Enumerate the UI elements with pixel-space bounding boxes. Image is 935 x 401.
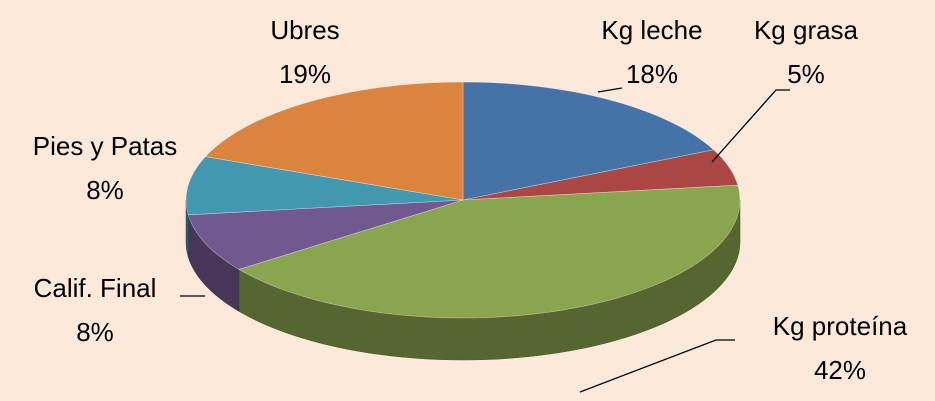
slice-percent: 8%	[86, 175, 124, 205]
slice-percent: 42%	[814, 355, 866, 385]
slice-percent: 5%	[787, 59, 825, 89]
slice	[185, 156, 464, 216]
slice-label: Kg grasa	[754, 15, 859, 45]
slice	[462, 149, 739, 201]
slice	[187, 199, 464, 270]
slice-label: Ubres	[270, 15, 339, 45]
slice-percent: 19%	[279, 59, 331, 89]
leader-line	[597, 87, 623, 93]
slice-label: Kg proteína	[773, 311, 908, 341]
slice-percent: 18%	[626, 59, 678, 89]
slice	[204, 81, 464, 201]
slice-percent: 8%	[76, 317, 114, 347]
slice-label: Kg leche	[601, 15, 702, 45]
slice	[462, 81, 715, 201]
leader-line	[711, 89, 790, 163]
leader-line	[579, 339, 735, 393]
slice	[238, 184, 741, 319]
slice-label: Calif. Final	[34, 273, 157, 303]
slice-label: Pies y Patas	[33, 131, 178, 161]
